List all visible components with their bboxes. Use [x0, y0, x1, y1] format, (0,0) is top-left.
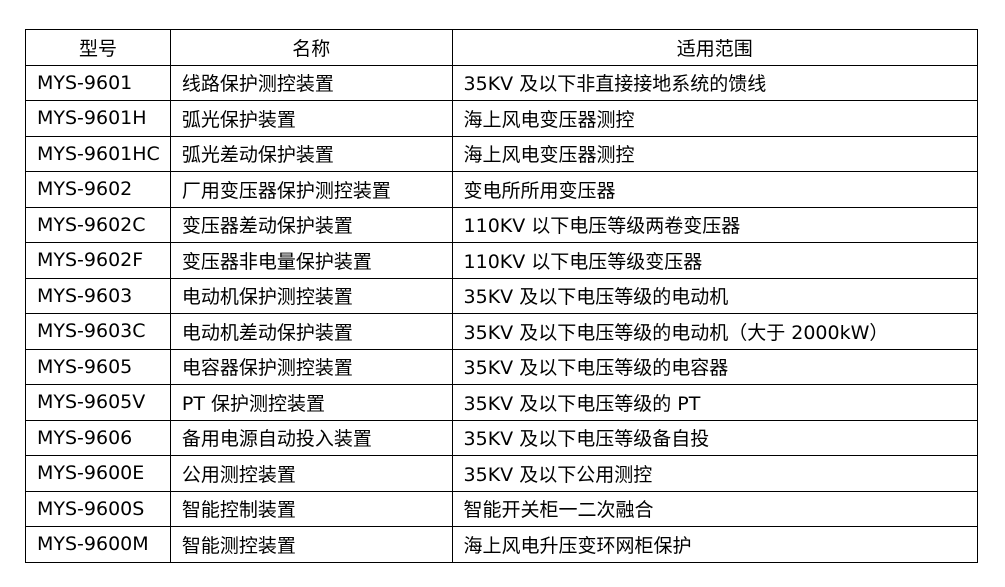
table-row: MYS-9605 电容器保护测控装置 35KV 及以下电压等级的电容器 — [25, 348, 979, 385]
table-row: MYS-9602 厂用变压器保护测控装置 变电所所用变压器 — [25, 171, 979, 208]
cell-scope: 变电所所用变压器 — [451, 171, 979, 208]
cell-scope: 35KV 及以下电压等级的电动机 — [451, 277, 979, 314]
header-scope: 适用范围 — [451, 29, 979, 66]
table-row: MYS-9600S 智能控制装置 智能开关柜一二次融合 — [25, 490, 979, 527]
cell-model: MYS-9605 — [25, 348, 171, 385]
table-row: MYS-9601HC 弧光差动保护装置 海上风电变压器测控 — [25, 135, 979, 172]
cell-scope: 110KV 以下电压等级变压器 — [451, 242, 979, 279]
cell-model: MYS-9602C — [25, 206, 171, 243]
cell-name: 智能测控装置 — [169, 526, 453, 563]
cell-model: MYS-9603 — [25, 277, 171, 314]
cell-model: MYS-9602 — [25, 171, 171, 208]
cell-model: MYS-9606 — [25, 419, 171, 456]
cell-scope: 智能开关柜一二次融合 — [451, 490, 979, 527]
cell-name: 变压器差动保护装置 — [169, 206, 453, 243]
table-row: MYS-9602F 变压器非电量保护装置 110KV 以下电压等级变压器 — [25, 242, 979, 279]
cell-name: 变压器非电量保护装置 — [169, 242, 453, 279]
cell-model: MYS-9602F — [25, 242, 171, 279]
cell-scope: 35KV 及以下电压等级的电动机（大于 2000kW） — [451, 313, 979, 350]
table-row: MYS-9601H 弧光保护装置 海上风电变压器测控 — [25, 100, 979, 137]
cell-name: 线路保护测控装置 — [169, 64, 453, 101]
cell-scope: 35KV 及以下电压等级备自投 — [451, 419, 979, 456]
cell-name: 备用电源自动投入装置 — [169, 419, 453, 456]
cell-name: 公用测控装置 — [169, 455, 453, 492]
cell-name: 弧光差动保护装置 — [169, 135, 453, 172]
cell-name: 智能控制装置 — [169, 490, 453, 527]
cell-name: 电容器保护测控装置 — [169, 348, 453, 385]
cell-model: MYS-9601HC — [25, 135, 171, 172]
cell-model: MYS-9601 — [25, 64, 171, 101]
table-row: MYS-9605V PT 保护测控装置 35KV 及以下电压等级的 PT — [25, 384, 979, 421]
cell-model: MYS-9601H — [25, 100, 171, 137]
cell-name: 电动机差动保护装置 — [169, 313, 453, 350]
cell-scope: 海上风电变压器测控 — [451, 100, 979, 137]
header-name: 名称 — [169, 29, 453, 66]
table-row: MYS-9603 电动机保护测控装置 35KV 及以下电压等级的电动机 — [25, 277, 979, 314]
table-row: MYS-9606 备用电源自动投入装置 35KV 及以下电压等级备自投 — [25, 419, 979, 456]
header-row: 型号 名称 适用范围 — [25, 29, 979, 66]
cell-scope: 35KV 及以下公用测控 — [451, 455, 979, 492]
table-row: MYS-9603C 电动机差动保护装置 35KV 及以下电压等级的电动机（大于 20… — [25, 313, 979, 350]
cell-scope: 海上风电变压器测控 — [451, 135, 979, 172]
cell-scope: 35KV 及以下电压等级的电容器 — [451, 348, 979, 385]
cell-scope: 110KV 以下电压等级两卷变压器 — [451, 206, 979, 243]
cell-name: 电动机保护测控装置 — [169, 277, 453, 314]
header-model: 型号 — [25, 29, 171, 66]
cell-model: MYS-9600E — [25, 455, 171, 492]
table-row: MYS-9602C 变压器差动保护装置 110KV 以下电压等级两卷变压器 — [25, 206, 979, 243]
cell-scope: 35KV 及以下电压等级的 PT — [451, 384, 979, 421]
cell-model: MYS-9603C — [25, 313, 171, 350]
cell-model: MYS-9600S — [25, 490, 171, 527]
cell-name: 弧光保护装置 — [169, 100, 453, 137]
cell-model: MYS-9600M — [25, 526, 171, 563]
table-row: MYS-9600M 智能测控装置 海上风电升压变环网柜保护 — [25, 526, 979, 563]
product-table: 型号 名称 适用范围 MYS-9601 线路保护测控装置 35KV 及以下非直接接地… — [25, 29, 979, 563]
cell-name: PT 保护测控装置 — [169, 384, 453, 421]
cell-name: 厂用变压器保护测控装置 — [169, 171, 453, 208]
cell-scope: 35KV 及以下非直接接地系统的馈线 — [451, 64, 979, 101]
table-row: MYS-9600E 公用测控装置 35KV 及以下公用测控 — [25, 455, 979, 492]
cell-scope: 海上风电升压变环网柜保护 — [451, 526, 979, 563]
table-row: MYS-9601 线路保护测控装置 35KV 及以下非直接接地系统的馈线 — [25, 64, 979, 101]
cell-model: MYS-9605V — [25, 384, 171, 421]
